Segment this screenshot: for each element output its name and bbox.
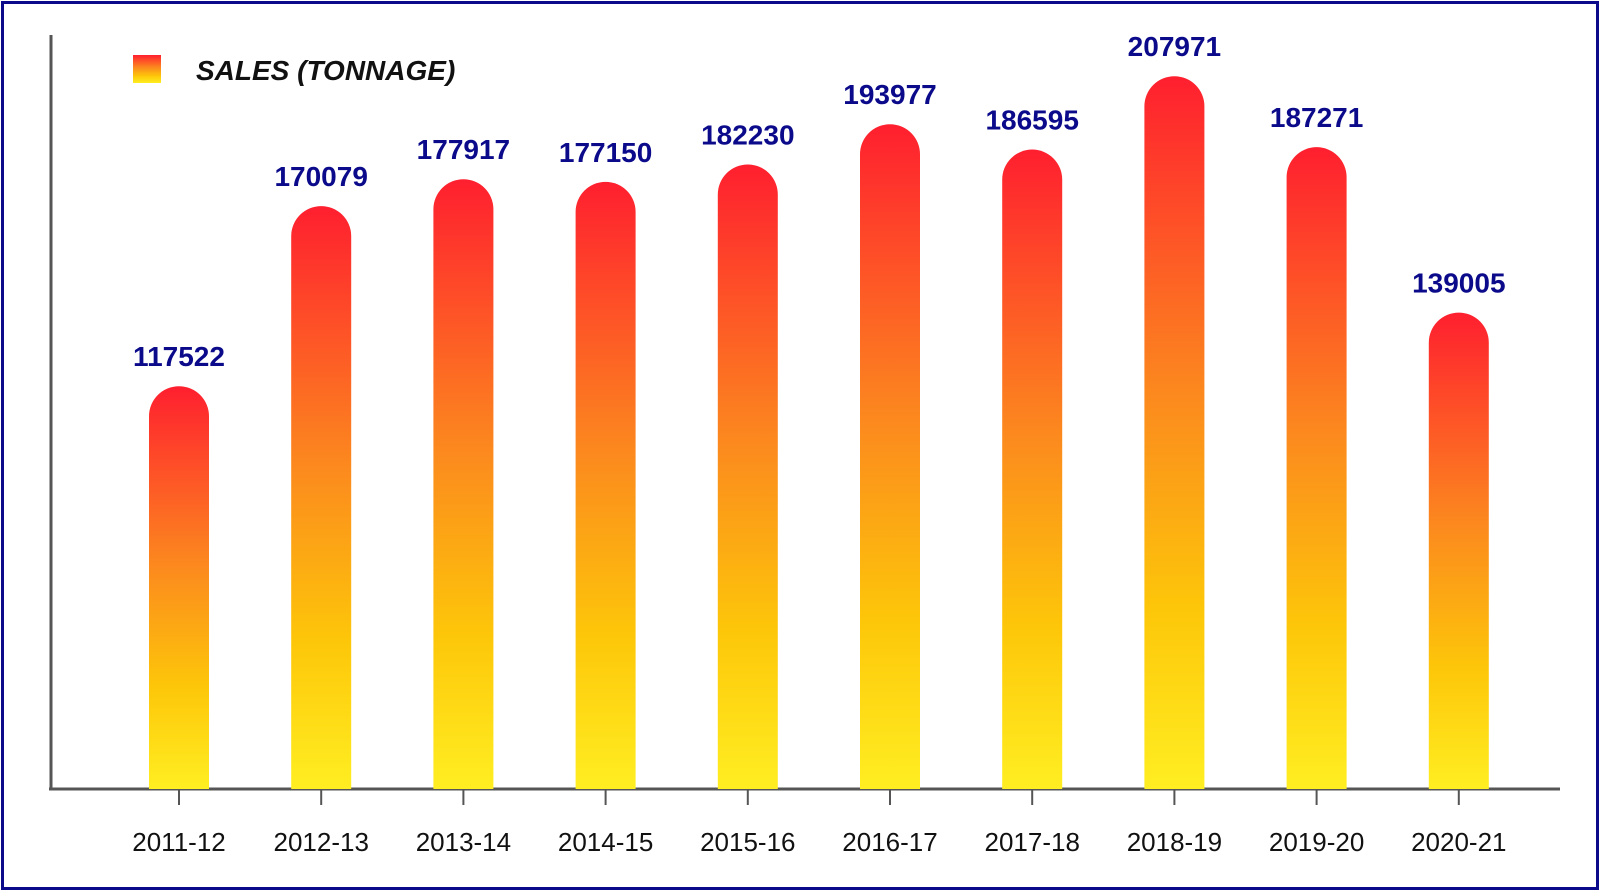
x-tick-label-2015-16: 2015-16 (700, 827, 795, 857)
x-tick-label-2011-12: 2011-12 (132, 827, 226, 857)
x-tick-label-2014-15: 2014-15 (558, 827, 653, 857)
x-tick-label-2020-21: 2020-21 (1411, 827, 1506, 857)
value-label-2018-19: 207971 (1128, 31, 1221, 62)
x-ticks-group (178, 789, 1460, 805)
x-tick-labels-group: 2011-12 2012-13 2013-14 2014-15 2015-16 2016-… (132, 827, 1506, 857)
bars-group (149, 76, 1489, 790)
value-label-2016-17: 193977 (843, 79, 936, 110)
value-label-2014-15: 177150 (559, 137, 652, 168)
value-label-2015-16: 182230 (701, 119, 794, 150)
x-tick-label-2013-14: 2013-14 (416, 827, 511, 857)
legend-swatch (133, 55, 161, 83)
x-tick-label-2019-20: 2019-20 (1269, 827, 1364, 857)
bar-2014-15 (575, 181, 636, 789)
value-label-2011-12: 117522 (133, 341, 225, 372)
bar-2018-19 (1144, 76, 1205, 789)
value-label-2017-18: 186595 (985, 104, 1078, 135)
bar-2011-12 (149, 386, 209, 789)
value-label-2019-20: 187271 (1270, 102, 1363, 133)
bar-2020-21 (1428, 312, 1489, 789)
value-label-2012-13: 170079 (274, 161, 367, 192)
value-label-2013-14: 177917 (417, 134, 510, 165)
bar-2012-13 (291, 206, 352, 789)
legend-label: SALES (TONNAGE) (196, 55, 455, 86)
bar-2019-20 (1286, 147, 1347, 789)
x-tick-label-2016-17: 2016-17 (842, 827, 937, 857)
value-label-2020-21: 139005 (1412, 268, 1505, 299)
value-labels-group: 117522 170079 177917 177150 182230 193977 1865… (133, 31, 1505, 372)
x-tick-label-2012-13: 2012-13 (273, 827, 368, 857)
x-tick-label-2018-19: 2018-19 (1127, 827, 1222, 857)
x-tick-label-2017-18: 2017-18 (984, 827, 1079, 857)
bar-2016-17 (860, 124, 920, 789)
bar-2013-14 (433, 179, 494, 789)
bar-2015-16 (717, 164, 778, 789)
bar-2017-18 (1002, 149, 1063, 790)
